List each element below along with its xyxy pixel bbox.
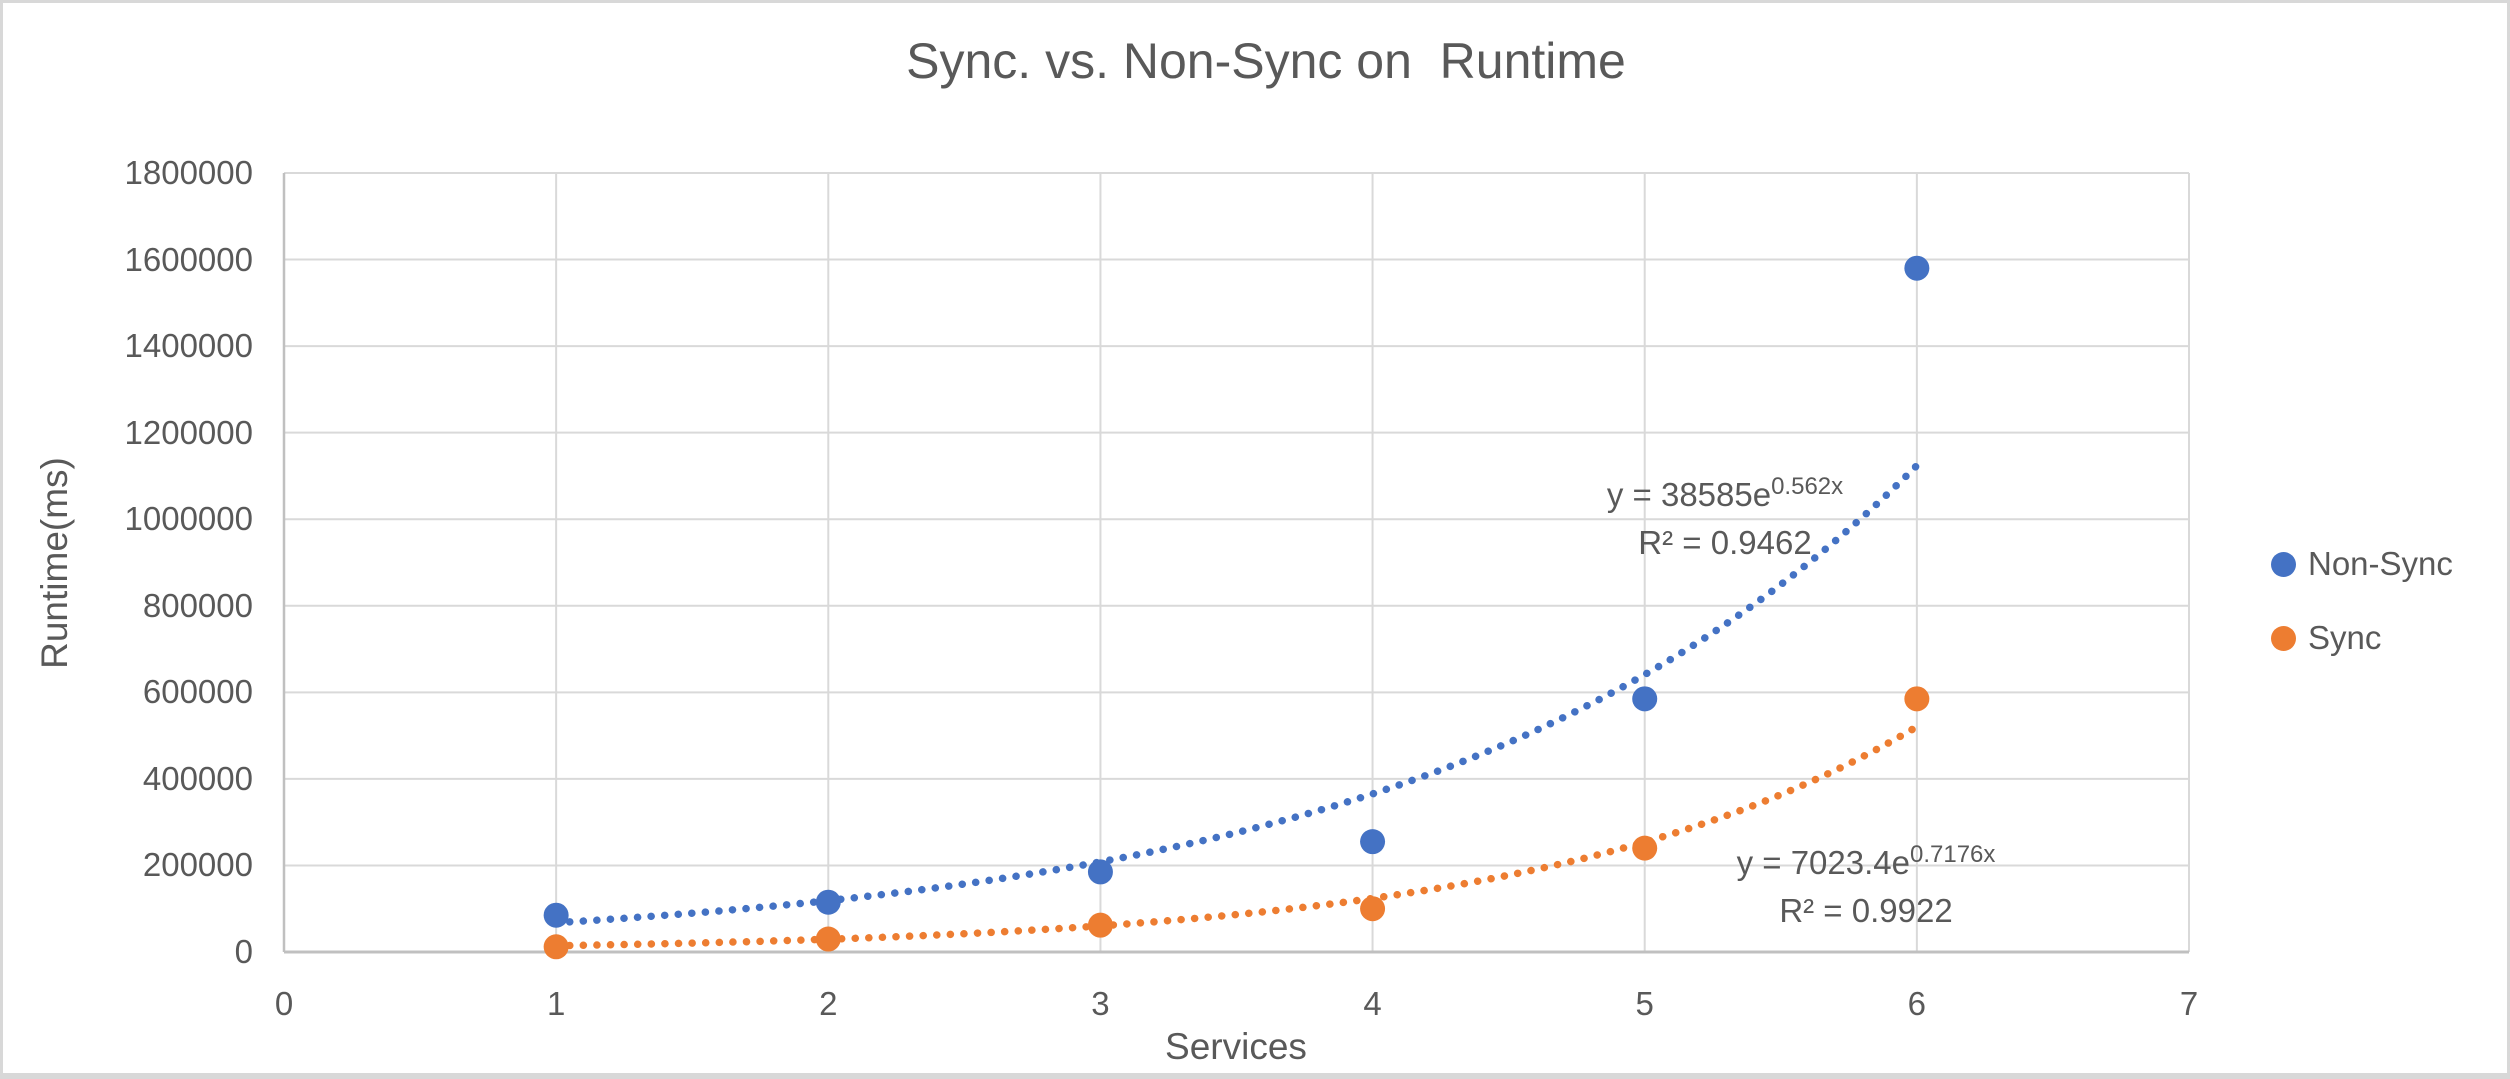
- scatter-point-non-sync-x1: [543, 902, 569, 928]
- y-tick-label-800000: 800000: [142, 586, 253, 624]
- trendline-non-sync: [552, 461, 1921, 927]
- scatter-point-sync-x5: [1632, 835, 1658, 861]
- legend-marker-non-sync-icon: [2271, 551, 2296, 577]
- scatter-point-non-sync-x3: [1087, 859, 1113, 885]
- y-tick-label-1200000: 1200000: [124, 413, 253, 451]
- scatter-point-sync-x2: [815, 926, 841, 952]
- x-tick-label-0: 0: [274, 985, 294, 1022]
- scatter-point-sync-x6: [1904, 686, 1930, 712]
- trendline-equation-sync: y = 7023.4e0.7176x R² = 0.9922: [1737, 839, 1996, 935]
- trendline-r2: R² = 0.9462: [1638, 524, 1812, 561]
- legend-item-non-sync: Non-Sync: [2271, 543, 2453, 585]
- trendline-sync: [552, 722, 1921, 950]
- legend-label-sync: Sync: [2308, 619, 2382, 656]
- x-tick-label-1: 1: [546, 985, 566, 1022]
- x-tick-label-7: 7: [2179, 985, 2199, 1022]
- exponent: 0.562x: [1771, 473, 1844, 500]
- x-tick-label-5: 5: [1635, 985, 1654, 1022]
- y-tick-label-400000: 400000: [142, 759, 253, 797]
- y-tick-label-200000: 200000: [142, 846, 253, 884]
- scatter-point-non-sync-x5: [1632, 686, 1658, 712]
- trendline-equation-line: y = 38585e0.562x: [1606, 473, 1844, 514]
- trendline-equation-line: y = 7023.4e0.7176x: [1736, 841, 1996, 882]
- scatter-point-non-sync-x4: [1360, 829, 1386, 855]
- trendline-r2: R² = 0.9922: [1779, 892, 1953, 929]
- x-tick-label-3: 3: [1091, 985, 1110, 1022]
- y-tick-label-1800000: 1800000: [124, 154, 253, 191]
- y-tick-label-1000000: 1000000: [124, 500, 253, 538]
- trendline-equation-non-sync: y = 38585e0.562x R² = 0.9462: [1607, 471, 1843, 567]
- x-tick-label-4: 4: [1363, 985, 1382, 1022]
- y-tick-label-0: 0: [234, 933, 253, 970]
- y-axis-title: Runtime(ms): [34, 457, 75, 669]
- scatter-point-non-sync-x2: [815, 889, 841, 915]
- scatter-point-sync-x3: [1087, 912, 1113, 938]
- exponent: 0.7176x: [1910, 841, 1996, 868]
- x-axis-title: Services: [1165, 1026, 1307, 1067]
- legend-label-non-sync: Non-Sync: [2308, 545, 2453, 582]
- scatter-point-sync-x4: [1360, 896, 1386, 922]
- x-tick-label-6: 6: [1907, 985, 1927, 1022]
- y-tick-label-1600000: 1600000: [124, 240, 253, 278]
- y-tick-label-600000: 600000: [142, 673, 253, 711]
- plot-area: [282, 172, 2190, 960]
- legend: Non-Sync Sync: [2271, 543, 2453, 691]
- y-tick-label-1400000: 1400000: [124, 327, 253, 365]
- x-tick-label-2: 2: [819, 985, 838, 1022]
- chart-title: Sync. vs. Non-Sync on Runtime: [906, 33, 1626, 89]
- legend-marker-sync-icon: [2271, 625, 2296, 651]
- scatter-point-non-sync-x6: [1904, 255, 1930, 281]
- scatter-point-sync-x1: [543, 934, 569, 960]
- legend-item-sync: Sync: [2271, 617, 2453, 659]
